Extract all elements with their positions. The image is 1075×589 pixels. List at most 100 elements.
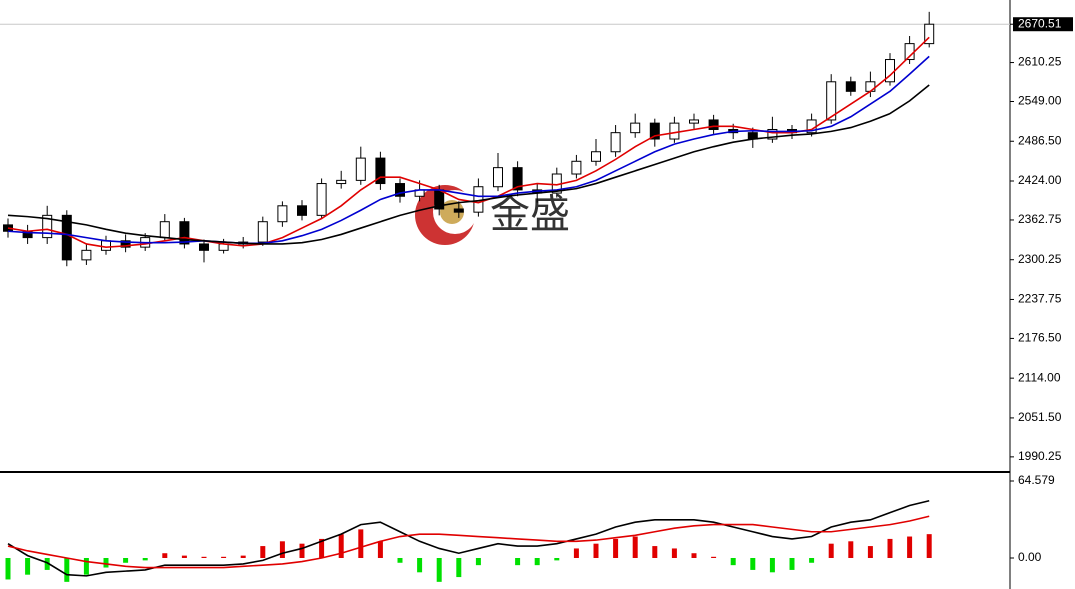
macd-bar	[397, 557, 403, 563]
macd-bar	[103, 557, 109, 568]
candle-body	[395, 183, 405, 197]
macd-bar	[789, 557, 795, 570]
macd-bar	[142, 557, 148, 561]
candle-body	[924, 23, 935, 45]
candle-body	[42, 214, 53, 239]
macd-bar	[181, 555, 187, 558]
candle-body	[493, 167, 503, 188]
macd-bar	[25, 557, 31, 575]
candle-body	[179, 221, 190, 245]
macd-bar	[613, 538, 619, 558]
candle-body	[591, 151, 601, 162]
macd-bar	[534, 557, 540, 566]
macd-bar	[260, 546, 266, 558]
candle-body	[355, 157, 366, 181]
macd-bar	[867, 546, 873, 558]
candle-body	[120, 240, 131, 248]
macd-bar	[652, 546, 658, 558]
macd-bar	[554, 557, 560, 561]
candle-body	[81, 249, 92, 261]
macd-bar	[515, 557, 521, 566]
candle-body	[61, 214, 72, 261]
macd-bar	[123, 557, 129, 563]
candle-body	[571, 160, 582, 175]
candle-body	[199, 243, 209, 251]
y-tick-label: 1990.25	[1018, 449, 1062, 463]
candle-body	[630, 122, 641, 134]
candle-body	[375, 157, 386, 185]
macd-bar	[848, 541, 854, 558]
y-tick-label: 2362.75	[1018, 212, 1062, 226]
y-tick-label: 2114.00	[1018, 370, 1061, 384]
macd-bar	[44, 557, 50, 570]
macd-bar	[417, 557, 423, 573]
macd-bar	[691, 553, 697, 558]
candle-body	[257, 221, 268, 243]
macd-bar	[887, 538, 893, 558]
y-tick-label: 2176.50	[1018, 331, 1062, 345]
macd-bar	[240, 555, 246, 558]
indicator-line	[7, 55, 930, 245]
candle-body	[669, 122, 680, 140]
macd-bar	[828, 543, 834, 558]
indicator-line	[7, 515, 930, 569]
y-tick-label: 2051.50	[1018, 410, 1062, 424]
macd-bar	[5, 557, 11, 580]
macd-bar	[632, 536, 638, 558]
macd-bar	[83, 557, 89, 575]
y-tick-label: 0.00	[1018, 550, 1042, 564]
candle-body	[845, 81, 856, 92]
candle-body	[708, 119, 719, 130]
y-tick-label: 2237.75	[1018, 292, 1062, 306]
indicator-line	[7, 84, 930, 245]
candle-body	[865, 81, 876, 92]
macd-bar	[319, 538, 325, 558]
macd-bar	[299, 543, 305, 558]
macd-bar	[730, 557, 736, 566]
macd-bar	[750, 557, 756, 570]
indicator-line	[7, 499, 930, 577]
y-tick-label: 2549.00	[1018, 94, 1062, 108]
watermark-text: 金盛	[490, 193, 570, 237]
candle-body	[297, 205, 307, 216]
macd-bar	[436, 557, 442, 582]
macd-bar	[926, 534, 932, 558]
macd-bar	[809, 557, 815, 563]
macd-bar	[475, 557, 481, 566]
candle-body	[101, 240, 111, 251]
candle-body	[767, 128, 778, 140]
candle-body	[159, 221, 170, 239]
candle-body	[336, 179, 347, 185]
macd-bar	[162, 553, 168, 558]
candle-body	[512, 167, 523, 191]
current-price-box	[1013, 17, 1073, 32]
macd-bar	[671, 548, 677, 558]
macd-bar	[358, 529, 364, 558]
macd-bar	[711, 556, 717, 558]
candle-body	[316, 183, 327, 216]
macd-bar	[907, 536, 913, 558]
y-tick-label: 2670.51	[1018, 16, 1062, 30]
y-tick-label: 2424.00	[1018, 173, 1062, 187]
macd-bar	[221, 556, 227, 558]
macd-bar	[573, 548, 579, 558]
macd-bar	[377, 541, 383, 558]
candle-body	[277, 205, 288, 223]
candle-body	[826, 81, 837, 121]
candle-body	[649, 122, 660, 140]
candle-body	[610, 132, 621, 153]
y-tick-label: 2300.25	[1018, 252, 1062, 266]
macd-bar	[64, 557, 70, 582]
candle-body	[453, 208, 464, 213]
macd-bar	[769, 557, 775, 573]
y-tick-label: 64.579	[1018, 473, 1055, 487]
macd-bar	[201, 556, 207, 558]
macd-bar	[279, 541, 285, 558]
macd-bar	[593, 543, 599, 558]
macd-bar	[456, 557, 462, 578]
candle-body	[689, 119, 699, 124]
y-tick-label: 2486.50	[1018, 133, 1062, 147]
y-tick-label: 2610.25	[1018, 55, 1062, 69]
macd-bar	[338, 534, 344, 558]
